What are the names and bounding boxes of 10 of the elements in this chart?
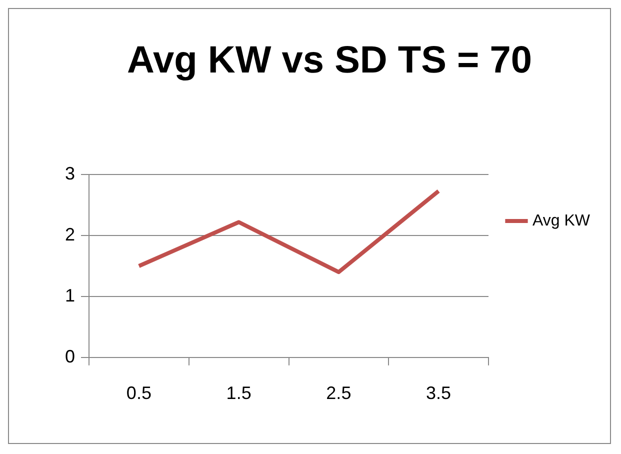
y-tick-label: 1	[64, 285, 76, 306]
y-tick-label: 2	[64, 224, 76, 244]
chart-title: Avg KW vs SD TS = 70	[126, 39, 532, 82]
x-tick-label: 1.5	[226, 383, 252, 404]
y-tick-label: 0	[64, 346, 76, 366]
x-tick-label: 3.5	[426, 383, 452, 404]
x-tick-label: 2.5	[326, 383, 352, 404]
legend-label: Avg KW	[532, 212, 591, 230]
y-tick-label: 3	[64, 164, 76, 184]
x-tick-label: 0.5	[126, 383, 152, 404]
